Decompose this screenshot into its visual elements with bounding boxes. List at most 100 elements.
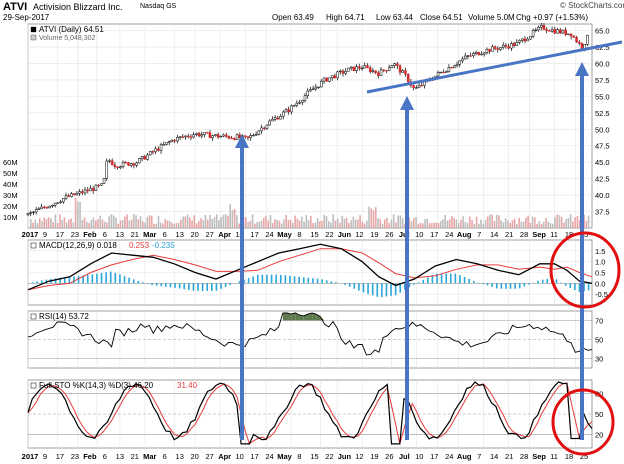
price-candle	[159, 144, 163, 151]
volume-bar	[471, 220, 473, 228]
volume-bar	[83, 217, 86, 228]
x-axis-label-top: 10	[235, 230, 243, 239]
legend-swatch	[30, 242, 37, 249]
price-tick-label: 60.0	[595, 59, 610, 68]
macd-histogram-bar	[541, 279, 544, 284]
volume-bar	[372, 210, 375, 228]
volume-bar	[251, 214, 254, 228]
macd-histogram-bar	[514, 283, 516, 289]
volume-bar	[381, 223, 384, 228]
volume-bar	[534, 217, 536, 228]
price-candle	[366, 65, 369, 68]
macd-histogram-bar	[413, 283, 415, 285]
low-value: Low 63.44	[376, 13, 413, 22]
macd-histogram-bar	[109, 271, 112, 284]
volume-bar	[126, 214, 128, 228]
macd-histogram-bar	[188, 283, 190, 290]
volume-bar	[518, 217, 520, 228]
x-axis-label-top: 13	[176, 230, 184, 239]
price-candle	[466, 55, 470, 57]
volume-bar	[462, 216, 464, 228]
macd-tick-label: 0.0	[595, 279, 605, 288]
price-candle	[580, 43, 584, 49]
price-candle	[243, 135, 247, 137]
volume-bar	[65, 222, 68, 228]
volume-bar	[486, 216, 489, 228]
volume-bar	[186, 214, 189, 228]
price-candle	[518, 40, 521, 43]
volume-bar	[305, 215, 308, 228]
price-candle	[371, 70, 375, 73]
macd-histogram-bar	[238, 281, 241, 284]
rsi-overbought-fill	[287, 312, 292, 321]
macd-histogram-bar	[325, 280, 328, 284]
x-axis-label-bottom: Jun	[338, 452, 352, 461]
price-candle	[195, 133, 198, 136]
macd-histogram-bar	[564, 283, 567, 286]
macd-histogram-bar	[114, 272, 117, 284]
price-candle	[480, 53, 483, 56]
price-candle	[450, 67, 453, 69]
price-tick-label: 50.0	[595, 125, 610, 134]
price-candle	[567, 33, 570, 35]
volume-bar	[211, 219, 214, 228]
price-candle	[520, 38, 524, 41]
macd-tick-label: 0.5	[595, 269, 605, 278]
price-candle	[167, 141, 171, 143]
macd-histogram-bar	[477, 282, 480, 284]
macd-histogram-bar	[371, 283, 374, 296]
macd-histogram-bar	[399, 283, 402, 293]
price-candle	[322, 77, 326, 82]
price-candle	[377, 72, 380, 76]
price-candle	[420, 85, 424, 87]
price-candle	[43, 206, 46, 209]
volume-bar	[184, 216, 187, 228]
x-axis-label-bottom: 20	[191, 452, 199, 461]
price-candle	[105, 160, 109, 179]
macd-histogram-bar	[321, 279, 323, 284]
volume-bar	[79, 201, 81, 228]
volume-bar	[117, 223, 119, 228]
x-axis-label-bottom: 23	[71, 452, 79, 461]
macd-histogram-bar	[298, 276, 300, 284]
price-candle	[406, 73, 410, 83]
price-candle	[282, 111, 285, 117]
volume-bar	[182, 216, 184, 228]
price-candle	[222, 134, 225, 137]
rsi-tick-label: 70	[595, 317, 603, 326]
volume-bar	[507, 220, 509, 228]
price-candle	[230, 137, 233, 140]
volume-bar	[516, 223, 518, 228]
x-axis-label-top: 17	[250, 230, 258, 239]
price-candle	[186, 135, 190, 138]
volume-bar	[265, 215, 267, 228]
volume-bar	[314, 222, 317, 228]
price-candle	[203, 132, 206, 135]
volume-bar	[119, 220, 122, 228]
volume-bar	[522, 221, 525, 228]
price-candle	[260, 127, 263, 132]
volume-bar	[357, 219, 359, 228]
price-candle	[393, 63, 396, 66]
macd-tick-label: -0.5	[595, 290, 608, 299]
macd-histogram-bar	[119, 274, 121, 284]
volume-bar	[495, 214, 498, 228]
macd-histogram-bar	[284, 275, 287, 284]
price-candle	[129, 163, 133, 166]
macd-histogram-bar	[569, 283, 572, 289]
volume-bar	[469, 216, 471, 228]
volume-tick-label: 50M	[3, 169, 18, 178]
volume-bar	[47, 217, 50, 228]
price-candle	[227, 136, 231, 139]
x-axis-label-bottom: 25	[580, 452, 588, 461]
volume-bar	[171, 222, 173, 228]
volume-bar	[321, 220, 323, 228]
price-candle	[273, 117, 277, 120]
volume-bar	[401, 218, 404, 228]
x-axis-label-bottom: 28	[520, 452, 528, 461]
macd-histogram-bar	[518, 283, 521, 289]
volume-bar	[439, 220, 442, 228]
x-axis-label-bottom: Aug	[457, 452, 472, 461]
volume-bar	[379, 219, 382, 228]
volume-value: Volume 5.0M	[468, 13, 515, 22]
